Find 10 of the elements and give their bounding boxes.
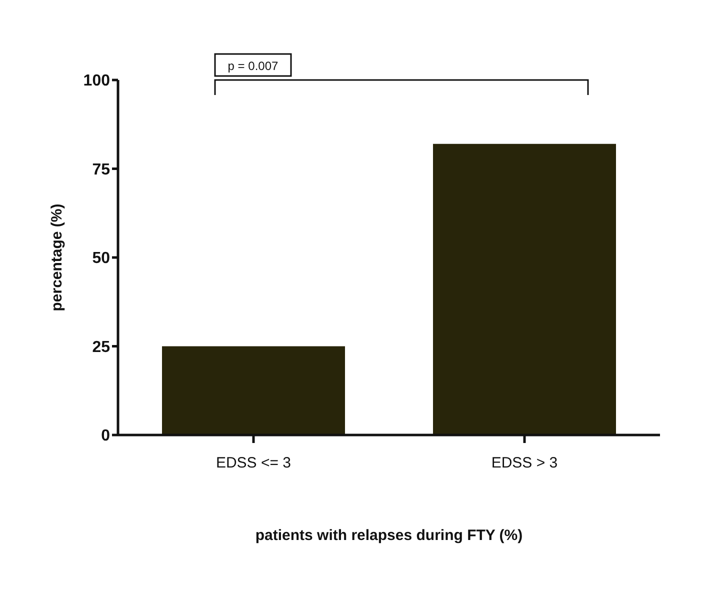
x-tick-label: EDSS <= 3	[216, 454, 292, 472]
y-tick-label: 100	[83, 72, 110, 90]
x-axis-title: patients with relapses during FTY (%)	[255, 527, 523, 544]
y-axis-title: percentage (%)	[48, 204, 66, 312]
y-tick-label: 0	[101, 428, 110, 445]
y-tick-label: 50	[92, 250, 110, 268]
y-tick-label: 75	[92, 161, 110, 178]
text: p = 0.007	[228, 59, 279, 73]
y-tick-label: 25	[92, 338, 110, 356]
x-tick-label: EDSS > 3	[491, 454, 558, 472]
